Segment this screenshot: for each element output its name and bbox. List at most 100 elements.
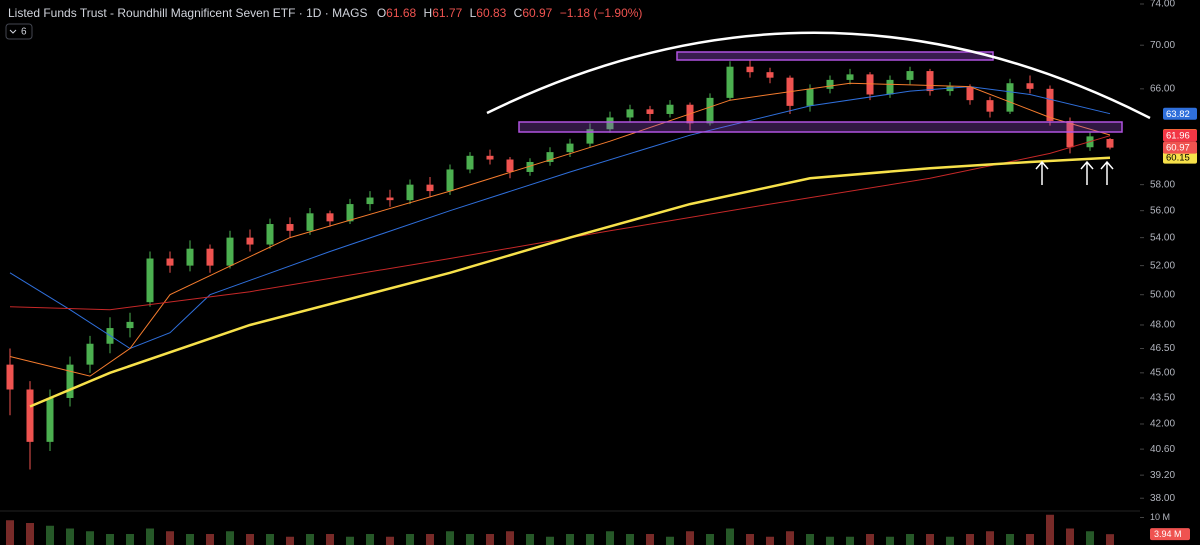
resistance-zone bbox=[676, 51, 994, 61]
candle-body bbox=[166, 258, 174, 266]
volume-bar bbox=[1026, 534, 1034, 545]
y-tick-label: 42.00 bbox=[1150, 419, 1175, 430]
volume-bar bbox=[146, 528, 154, 545]
indicator-count: 6 bbox=[21, 27, 27, 38]
volume-bar bbox=[626, 534, 634, 545]
y-tick-label: 43.50 bbox=[1150, 393, 1175, 404]
candle-body bbox=[906, 71, 914, 80]
volume-bar bbox=[246, 534, 254, 545]
price-tag-label: 63.82 bbox=[1166, 109, 1190, 120]
y-tick-label: 40.60 bbox=[1150, 444, 1175, 455]
volume-bar bbox=[806, 534, 814, 545]
volume-bar bbox=[1106, 534, 1114, 545]
ohlc-value: 60.97 bbox=[522, 6, 552, 20]
volume-bar bbox=[306, 534, 314, 545]
candle-body bbox=[346, 204, 354, 222]
volume-bar bbox=[786, 531, 794, 545]
moving-average bbox=[9, 82, 1111, 377]
volume-bar bbox=[726, 528, 734, 545]
volume-bar bbox=[286, 536, 294, 545]
candle-body bbox=[1006, 83, 1014, 112]
candle-body bbox=[126, 321, 134, 329]
volume-bar bbox=[486, 534, 494, 545]
candle-body bbox=[86, 343, 94, 365]
candle-body bbox=[26, 389, 34, 442]
volume-bar bbox=[126, 534, 134, 545]
candle-body bbox=[566, 143, 574, 153]
volume-tick-label: 10 M bbox=[1150, 512, 1170, 522]
price-tag bbox=[1163, 129, 1197, 142]
candle-body bbox=[506, 159, 514, 172]
volume-bar bbox=[346, 536, 354, 545]
chart-title: Listed Funds Trust - Roundhill Magnifice… bbox=[8, 6, 367, 20]
volume-bar bbox=[166, 531, 174, 545]
price-tag-label: 60.97 bbox=[1166, 143, 1190, 154]
volume-tag-label: 3.94 M bbox=[1154, 529, 1182, 539]
candle-body bbox=[586, 129, 594, 144]
volume-bar bbox=[986, 531, 994, 545]
volume-bar bbox=[1066, 528, 1074, 545]
volume-bar bbox=[866, 534, 874, 545]
y-tick-label: 45.00 bbox=[1150, 367, 1175, 378]
volume-bar bbox=[446, 531, 454, 545]
candle-body bbox=[6, 364, 14, 390]
volume-bar bbox=[746, 534, 754, 545]
y-tick-label: 56.00 bbox=[1150, 205, 1175, 216]
arrow bbox=[1100, 160, 1114, 185]
candle-body bbox=[746, 66, 754, 73]
moving-average bbox=[29, 156, 1111, 408]
y-tick-label: 54.00 bbox=[1150, 232, 1175, 243]
volume-bar bbox=[366, 534, 374, 545]
volume-bar bbox=[526, 534, 534, 545]
candle-body bbox=[186, 248, 194, 266]
y-tick-label: 46.50 bbox=[1150, 343, 1175, 354]
rounding-top-arc bbox=[486, 31, 1151, 120]
price-tag bbox=[1163, 107, 1197, 120]
y-tick-label: 50.00 bbox=[1150, 289, 1175, 300]
candle-body bbox=[1046, 88, 1054, 121]
ohlc-value: 60.83 bbox=[476, 6, 506, 20]
y-tick-label: 74.00 bbox=[1150, 0, 1175, 10]
support-zone bbox=[518, 121, 1123, 133]
ohlc-label: H bbox=[424, 6, 433, 20]
volume-bar bbox=[886, 536, 894, 545]
ohlc-value: 61.68 bbox=[386, 6, 416, 20]
candle-body bbox=[826, 79, 834, 89]
candle-body bbox=[206, 248, 214, 266]
indicator-toggle[interactable]: 6 bbox=[5, 23, 33, 40]
candle-body bbox=[246, 237, 254, 245]
candle-body bbox=[286, 224, 294, 231]
header: Listed Funds Trust - Roundhill Magnifice… bbox=[8, 6, 642, 20]
moving-average bbox=[9, 86, 1111, 350]
toggle-box[interactable] bbox=[5, 23, 33, 40]
volume-tag bbox=[1150, 528, 1190, 541]
candle-body bbox=[326, 213, 334, 222]
candle-body bbox=[966, 86, 974, 101]
candle-body bbox=[266, 224, 274, 245]
plot-area bbox=[6, 3, 1144, 545]
volume-bar bbox=[926, 534, 934, 545]
ohlc-label: O bbox=[377, 6, 386, 20]
volume-bar bbox=[706, 534, 714, 545]
volume-bar bbox=[6, 520, 14, 545]
volume-bar bbox=[646, 534, 654, 545]
candle-body bbox=[446, 169, 454, 192]
candle-body bbox=[846, 74, 854, 80]
candle-body bbox=[366, 197, 374, 205]
volume-bar bbox=[1046, 514, 1054, 545]
volume-bar bbox=[106, 534, 114, 545]
y-tick-label: 52.00 bbox=[1150, 260, 1175, 271]
candle-body bbox=[426, 184, 434, 192]
candle-body bbox=[646, 109, 654, 114]
y-tick-label: 70.00 bbox=[1150, 40, 1175, 51]
candle-body bbox=[626, 109, 634, 118]
candle-body bbox=[46, 397, 54, 442]
volume-bar bbox=[466, 534, 474, 545]
volume-bar bbox=[186, 534, 194, 545]
volume-bar bbox=[406, 534, 414, 545]
price-tag-label: 61.96 bbox=[1166, 131, 1190, 142]
candle-body bbox=[606, 117, 614, 130]
